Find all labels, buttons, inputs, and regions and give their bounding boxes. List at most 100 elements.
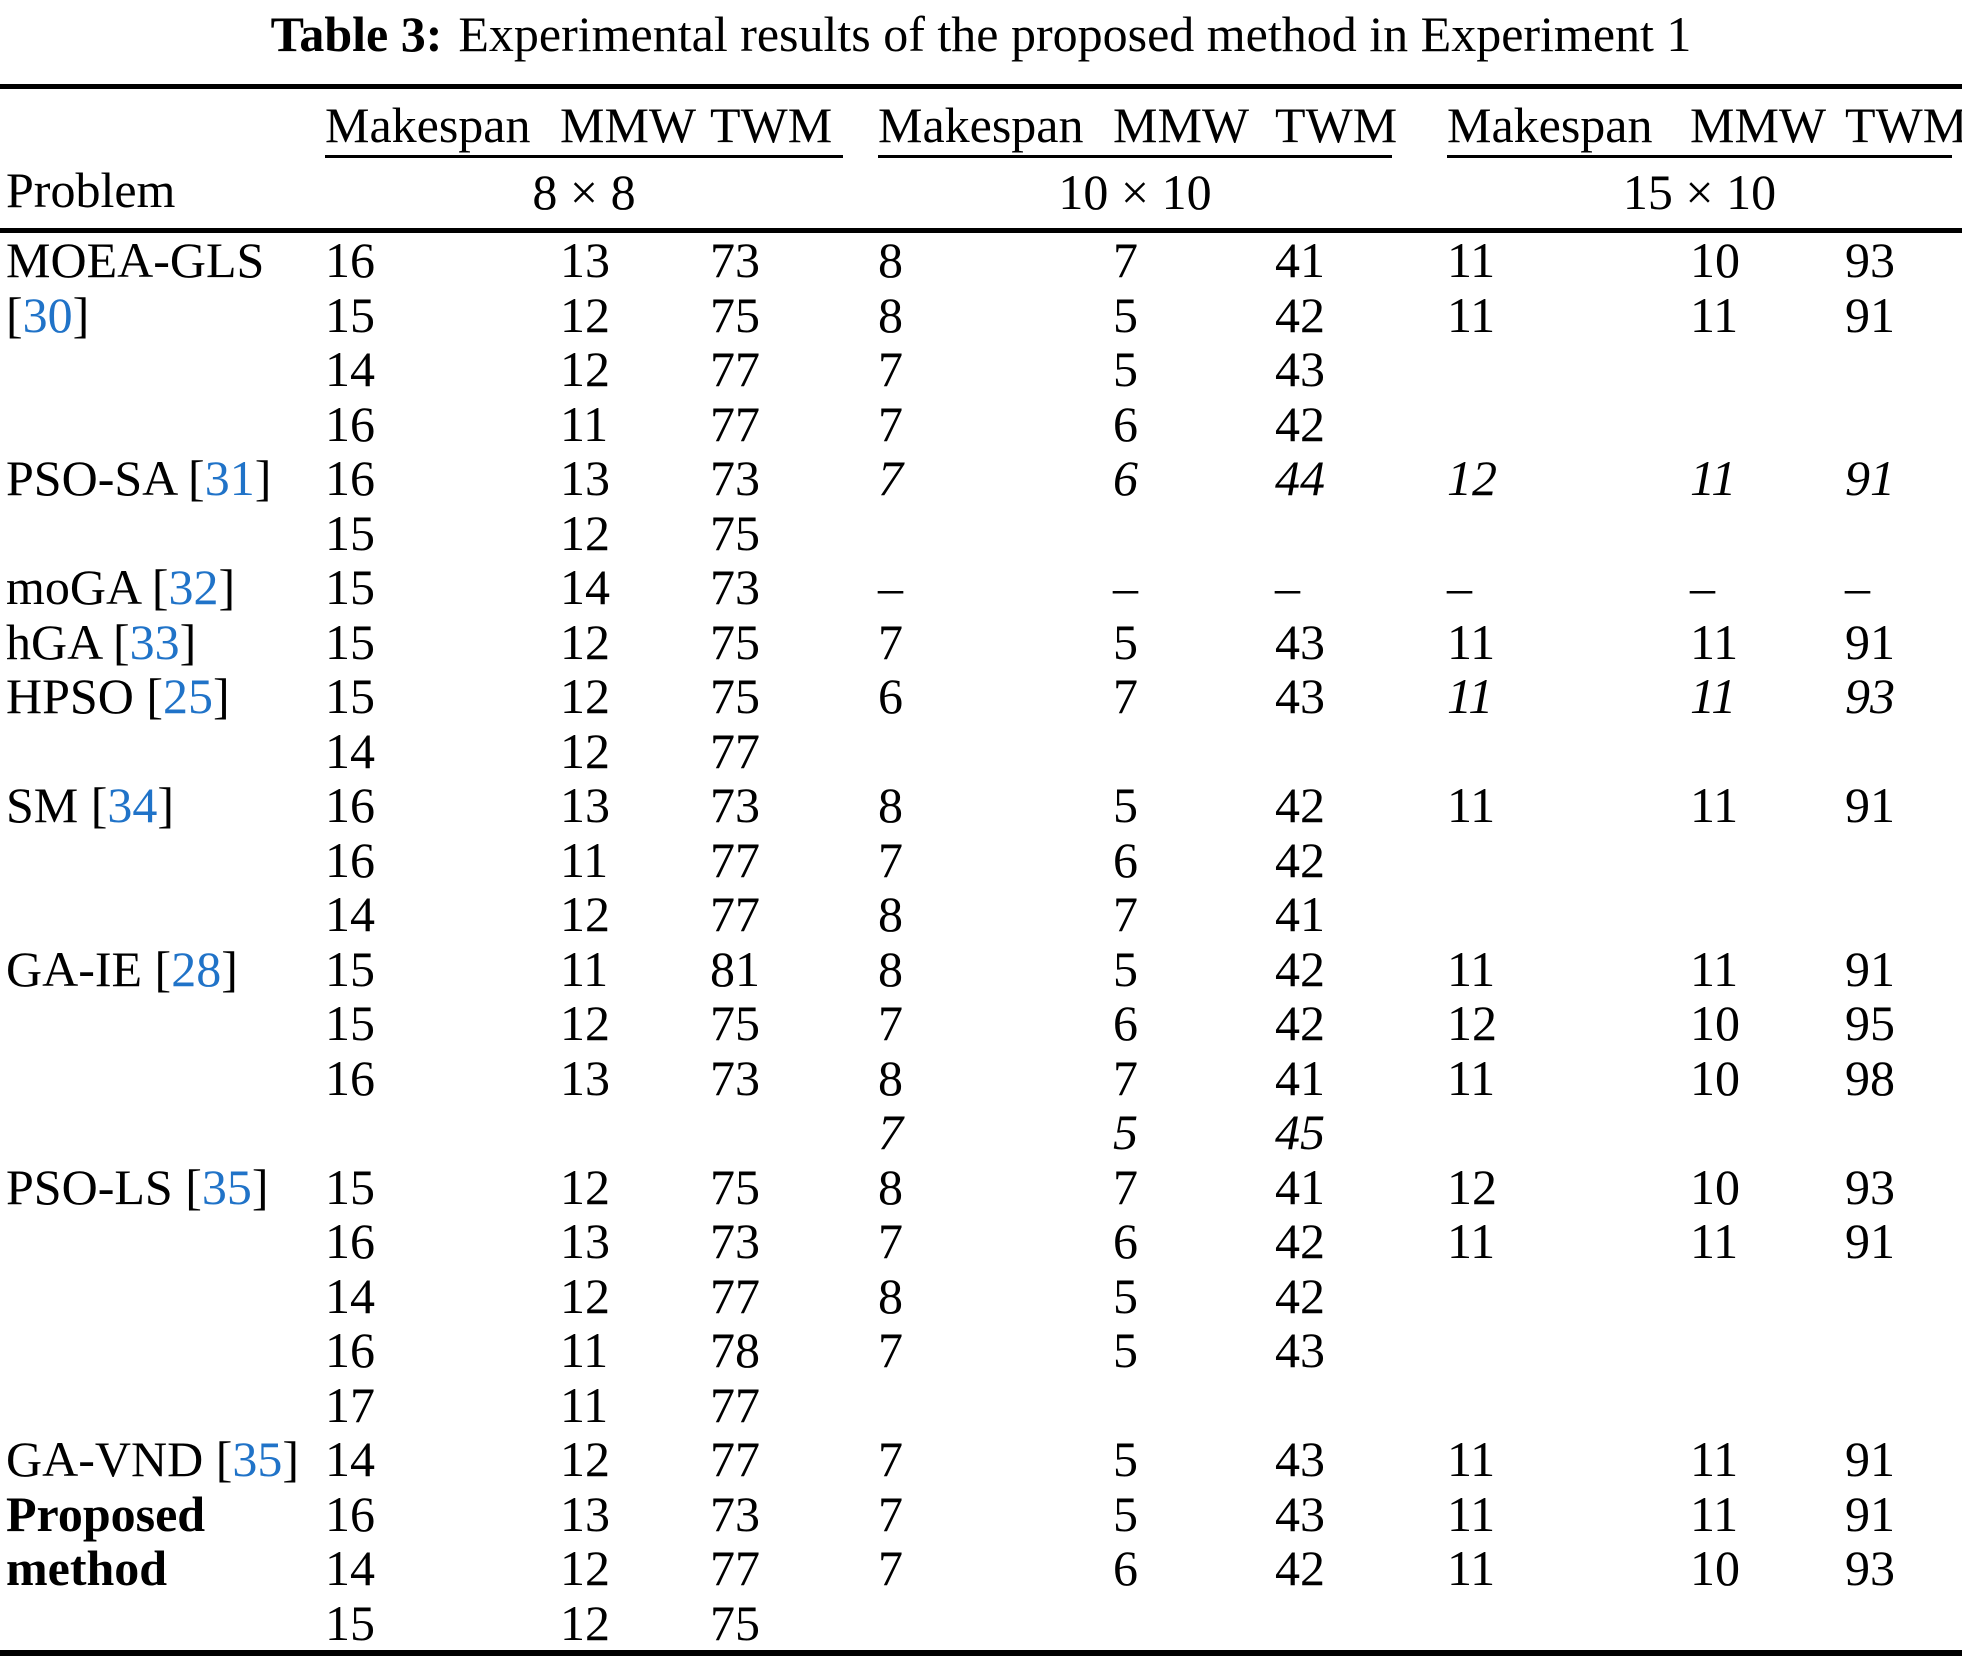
citation-link[interactable]: 28 <box>171 940 222 997</box>
value-cell: 75 <box>710 1158 760 1215</box>
row-label <box>0 506 325 561</box>
value-cell: 11 <box>1447 940 1496 997</box>
value-cell <box>710 1105 878 1160</box>
table-row: HPSO [25] 15 12 75 6 7 43 11 11 93 <box>0 669 1962 724</box>
value-cell: 43 <box>1275 1485 1325 1542</box>
value-cell: 12 <box>560 722 610 779</box>
value-cell: 43 <box>1275 1431 1325 1487</box>
value-cell: 5 <box>1113 940 1138 997</box>
value-cell: 42 <box>1275 286 1325 343</box>
value-cell: 11 <box>1690 1213 1739 1269</box>
row-label: moGA [32] <box>6 559 236 615</box>
row-label: MOEA-GLS <box>6 232 265 288</box>
table-row: [30] 15 12 75 8 5 42 11 11 91 <box>0 286 1962 343</box>
value-cell <box>560 1105 710 1160</box>
value-cell: 5 <box>1113 1267 1138 1324</box>
value-cell: 16 <box>325 1322 375 1378</box>
value-cell: 13 <box>560 777 610 833</box>
value-cell: 8 <box>878 1158 903 1215</box>
citation-link[interactable]: 31 <box>204 450 255 506</box>
table-row: hGA [33] 15 12 75 7 5 43 11 11 91 <box>0 613 1962 670</box>
value-cell: 11 <box>1447 1213 1496 1269</box>
row-label <box>0 1269 325 1324</box>
value-cell: 11 <box>560 940 609 997</box>
value-cell <box>1845 1378 1962 1433</box>
value-cell: 12 <box>560 668 610 724</box>
value-cell: – <box>878 559 903 615</box>
value-cell: 5 <box>1113 1485 1138 1542</box>
table-row: 16 11 77 7 6 42 <box>0 396 1962 452</box>
row-label: Proposed <box>6 1485 206 1542</box>
citation-link[interactable]: 35 <box>201 1158 252 1215</box>
row-label <box>0 342 325 397</box>
value-cell <box>1113 506 1275 561</box>
value-cell: 15 <box>325 504 375 561</box>
value-cell: 12 <box>560 1267 610 1324</box>
table-row: Proposed 16 13 73 7 5 43 11 11 91 <box>0 1485 1962 1542</box>
value-cell: 6 <box>1113 450 1138 506</box>
row-label: PSO-LS [35] <box>6 1158 269 1215</box>
value-cell: 8 <box>878 886 903 942</box>
value-cell: 77 <box>710 1376 760 1433</box>
value-cell: 11 <box>1690 1485 1739 1542</box>
value-cell: 91 <box>1845 613 1895 670</box>
value-cell: 77 <box>710 1267 760 1324</box>
value-cell: 41 <box>1275 886 1325 942</box>
value-cell <box>1275 724 1447 779</box>
value-cell <box>1113 1596 1275 1651</box>
table-row: 16 13 73 8 7 41 11 10 98 <box>0 1050 1962 1106</box>
value-cell: 75 <box>710 286 760 343</box>
value-cell: 13 <box>560 232 610 288</box>
citation-link[interactable]: 32 <box>168 559 219 615</box>
value-cell: 16 <box>325 777 375 833</box>
value-cell: 43 <box>1275 1322 1325 1378</box>
citation-link[interactable]: 25 <box>162 668 213 724</box>
value-cell: 16 <box>325 1213 375 1269</box>
citation-link[interactable]: 35 <box>232 1431 283 1487</box>
value-cell: 10 <box>1690 232 1740 288</box>
value-cell: 7 <box>878 1485 903 1542</box>
value-cell <box>1690 833 1845 888</box>
value-cell: – <box>1845 559 1870 615</box>
value-cell: 11 <box>1447 232 1496 288</box>
value-cell: 13 <box>560 450 610 506</box>
value-cell: 12 <box>1447 995 1497 1051</box>
value-cell: 6 <box>1113 1213 1138 1269</box>
row-label: GA-VND [35] <box>6 1431 299 1487</box>
value-cell: 73 <box>710 450 760 506</box>
row-label: hGA [33] <box>6 613 197 670</box>
value-cell <box>1845 1269 1962 1324</box>
value-cell: 43 <box>1275 341 1325 397</box>
value-cell: 11 <box>1447 613 1496 670</box>
table-caption-text: Experimental results of the proposed met… <box>458 6 1692 62</box>
table-row: 16 11 78 7 5 43 <box>0 1323 1962 1378</box>
value-cell <box>1113 724 1275 779</box>
group-span-15x10: 15 × 10 <box>1622 164 1777 220</box>
citation-link[interactable]: 33 <box>129 613 180 670</box>
value-cell: 8 <box>878 940 903 997</box>
value-cell: 43 <box>1275 613 1325 670</box>
header-group-10x10: Makespan MMW TWM 10 × 10 <box>878 99 1447 220</box>
value-cell: 12 <box>560 1158 610 1215</box>
value-cell: 42 <box>1275 1540 1325 1596</box>
value-cell: 15 <box>325 668 375 724</box>
value-cell: 14 <box>325 886 375 942</box>
col-header-mmw: MMW <box>1690 97 1827 153</box>
value-cell: 16 <box>325 831 375 888</box>
value-cell: 75 <box>710 668 760 724</box>
value-cell <box>878 1378 1113 1433</box>
value-cell: 11 <box>1447 777 1496 833</box>
citation-link[interactable]: 34 <box>107 777 158 833</box>
value-cell: 42 <box>1275 777 1325 833</box>
table-row: 7 5 45 <box>0 1105 1962 1160</box>
value-cell: 7 <box>878 450 903 506</box>
value-cell: 7 <box>878 341 903 397</box>
col-header-mmw: MMW <box>560 97 697 153</box>
row-label <box>0 1323 325 1378</box>
value-cell: 11 <box>1690 286 1739 343</box>
citation-link[interactable]: 30 <box>22 286 73 343</box>
table-row: 16 11 77 7 6 42 <box>0 831 1962 888</box>
header-group-10x10-columns: Makespan MMW TWM <box>878 99 1397 158</box>
row-label <box>0 833 325 888</box>
value-cell <box>1447 397 1690 452</box>
